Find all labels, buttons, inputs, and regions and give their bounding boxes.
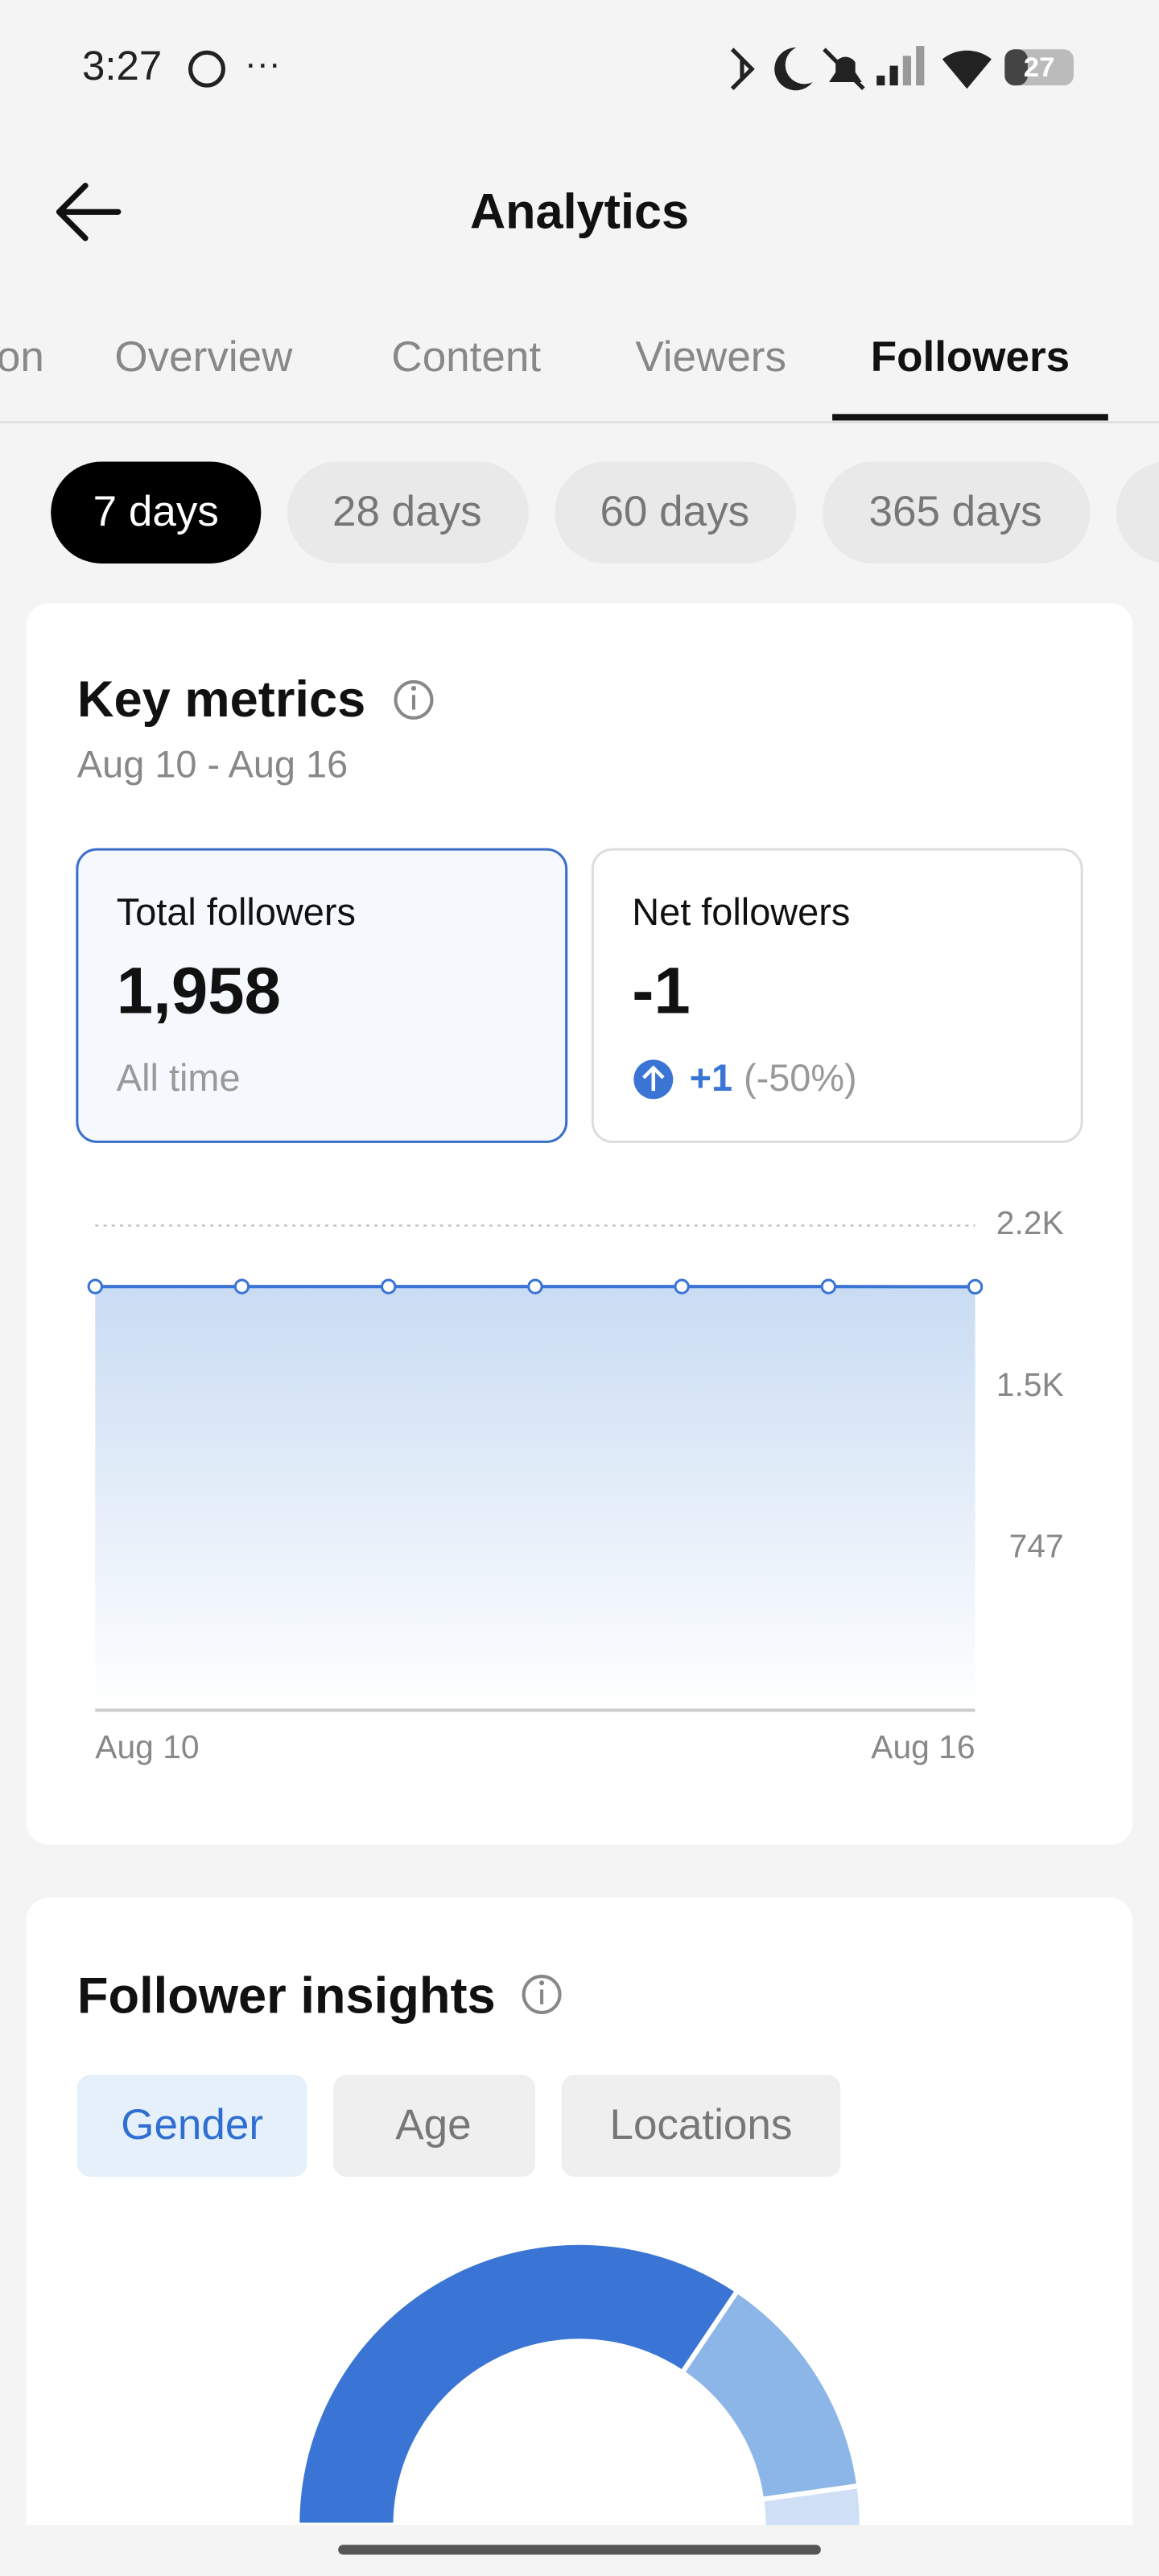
tab[interactable]: Overview [114, 333, 293, 381]
followers-chart: 747 1.5K 2.2K Aug 10 Aug 16 [87, 1204, 1064, 1765]
y-tick-label: 2.2K [996, 1204, 1064, 1241]
metric-change-pct: (-50%) [744, 1057, 857, 1099]
insight-tab-active[interactable] [76, 2074, 307, 2178]
x-tick-label: Aug 16 [871, 1728, 975, 1765]
insight-tab[interactable] [333, 2074, 535, 2178]
range-chip[interactable] [1116, 461, 1159, 564]
tab-indicator [832, 414, 1108, 421]
info-icon[interactable] [522, 1975, 562, 2015]
range-chip-text: 7 days [93, 488, 219, 535]
range-chip-text: 60 days [600, 488, 749, 535]
point [87, 1278, 103, 1294]
insights-card [26, 1897, 1133, 2576]
range-chip-active[interactable] [51, 461, 262, 564]
x-tick-label: Aug 10 [95, 1728, 199, 1765]
tab[interactable]: Viewers [635, 333, 786, 381]
tab-active[interactable]: Followers [871, 333, 1070, 381]
change-icon [633, 1059, 674, 1100]
metric-label: Total followers [117, 891, 356, 933]
back-button[interactable] [56, 183, 122, 242]
insight-tab-text: Gender [121, 2101, 263, 2149]
point [967, 1278, 984, 1295]
metric-note: All time [117, 1057, 241, 1099]
y-tick-label: 1.5K [996, 1366, 1064, 1403]
info-icon[interactable] [394, 679, 434, 720]
battery-text: 27 [1024, 52, 1055, 83]
insight-tab[interactable] [561, 2074, 841, 2178]
whatsapp-icon [188, 50, 225, 88]
page-title: Analytics [470, 184, 689, 239]
section-title: Follower insights [77, 1967, 496, 2024]
point [233, 1278, 250, 1294]
metric-label: Net followers [632, 891, 850, 933]
range-chip-text: 28 days [332, 488, 482, 535]
date-range: Aug 10 - Aug 16 [77, 743, 348, 785]
tab[interactable]: Content [391, 333, 541, 381]
metric-change: +1 [690, 1057, 732, 1099]
insight-tab-text: Locations [609, 2101, 792, 2149]
area [95, 1286, 975, 1711]
section-title: Key metrics [77, 671, 365, 728]
metric-value: 1,958 [117, 954, 281, 1027]
point [527, 1278, 543, 1294]
point [674, 1278, 690, 1294]
status-time: 3:27 [82, 43, 162, 89]
range-chip[interactable] [287, 461, 529, 564]
more-icon: ··· [245, 42, 281, 83]
point [820, 1278, 837, 1294]
range-chip[interactable] [555, 461, 797, 564]
point [381, 1278, 397, 1294]
insight-tab-text: Age [395, 2101, 471, 2149]
metric-card[interactable] [591, 848, 1083, 1143]
metric-card-selected[interactable] [76, 848, 568, 1143]
status-icons [730, 46, 992, 91]
donut-segment [295, 2240, 741, 2528]
metric-value: -1 [632, 954, 691, 1027]
battery-level [1004, 49, 1028, 86]
home-indicator[interactable] [338, 2545, 821, 2555]
tab[interactable]: on [0, 333, 44, 381]
y-tick-label: 747 [1009, 1528, 1064, 1565]
range-chip[interactable] [822, 461, 1091, 564]
range-chip-text: 365 days [868, 488, 1041, 535]
